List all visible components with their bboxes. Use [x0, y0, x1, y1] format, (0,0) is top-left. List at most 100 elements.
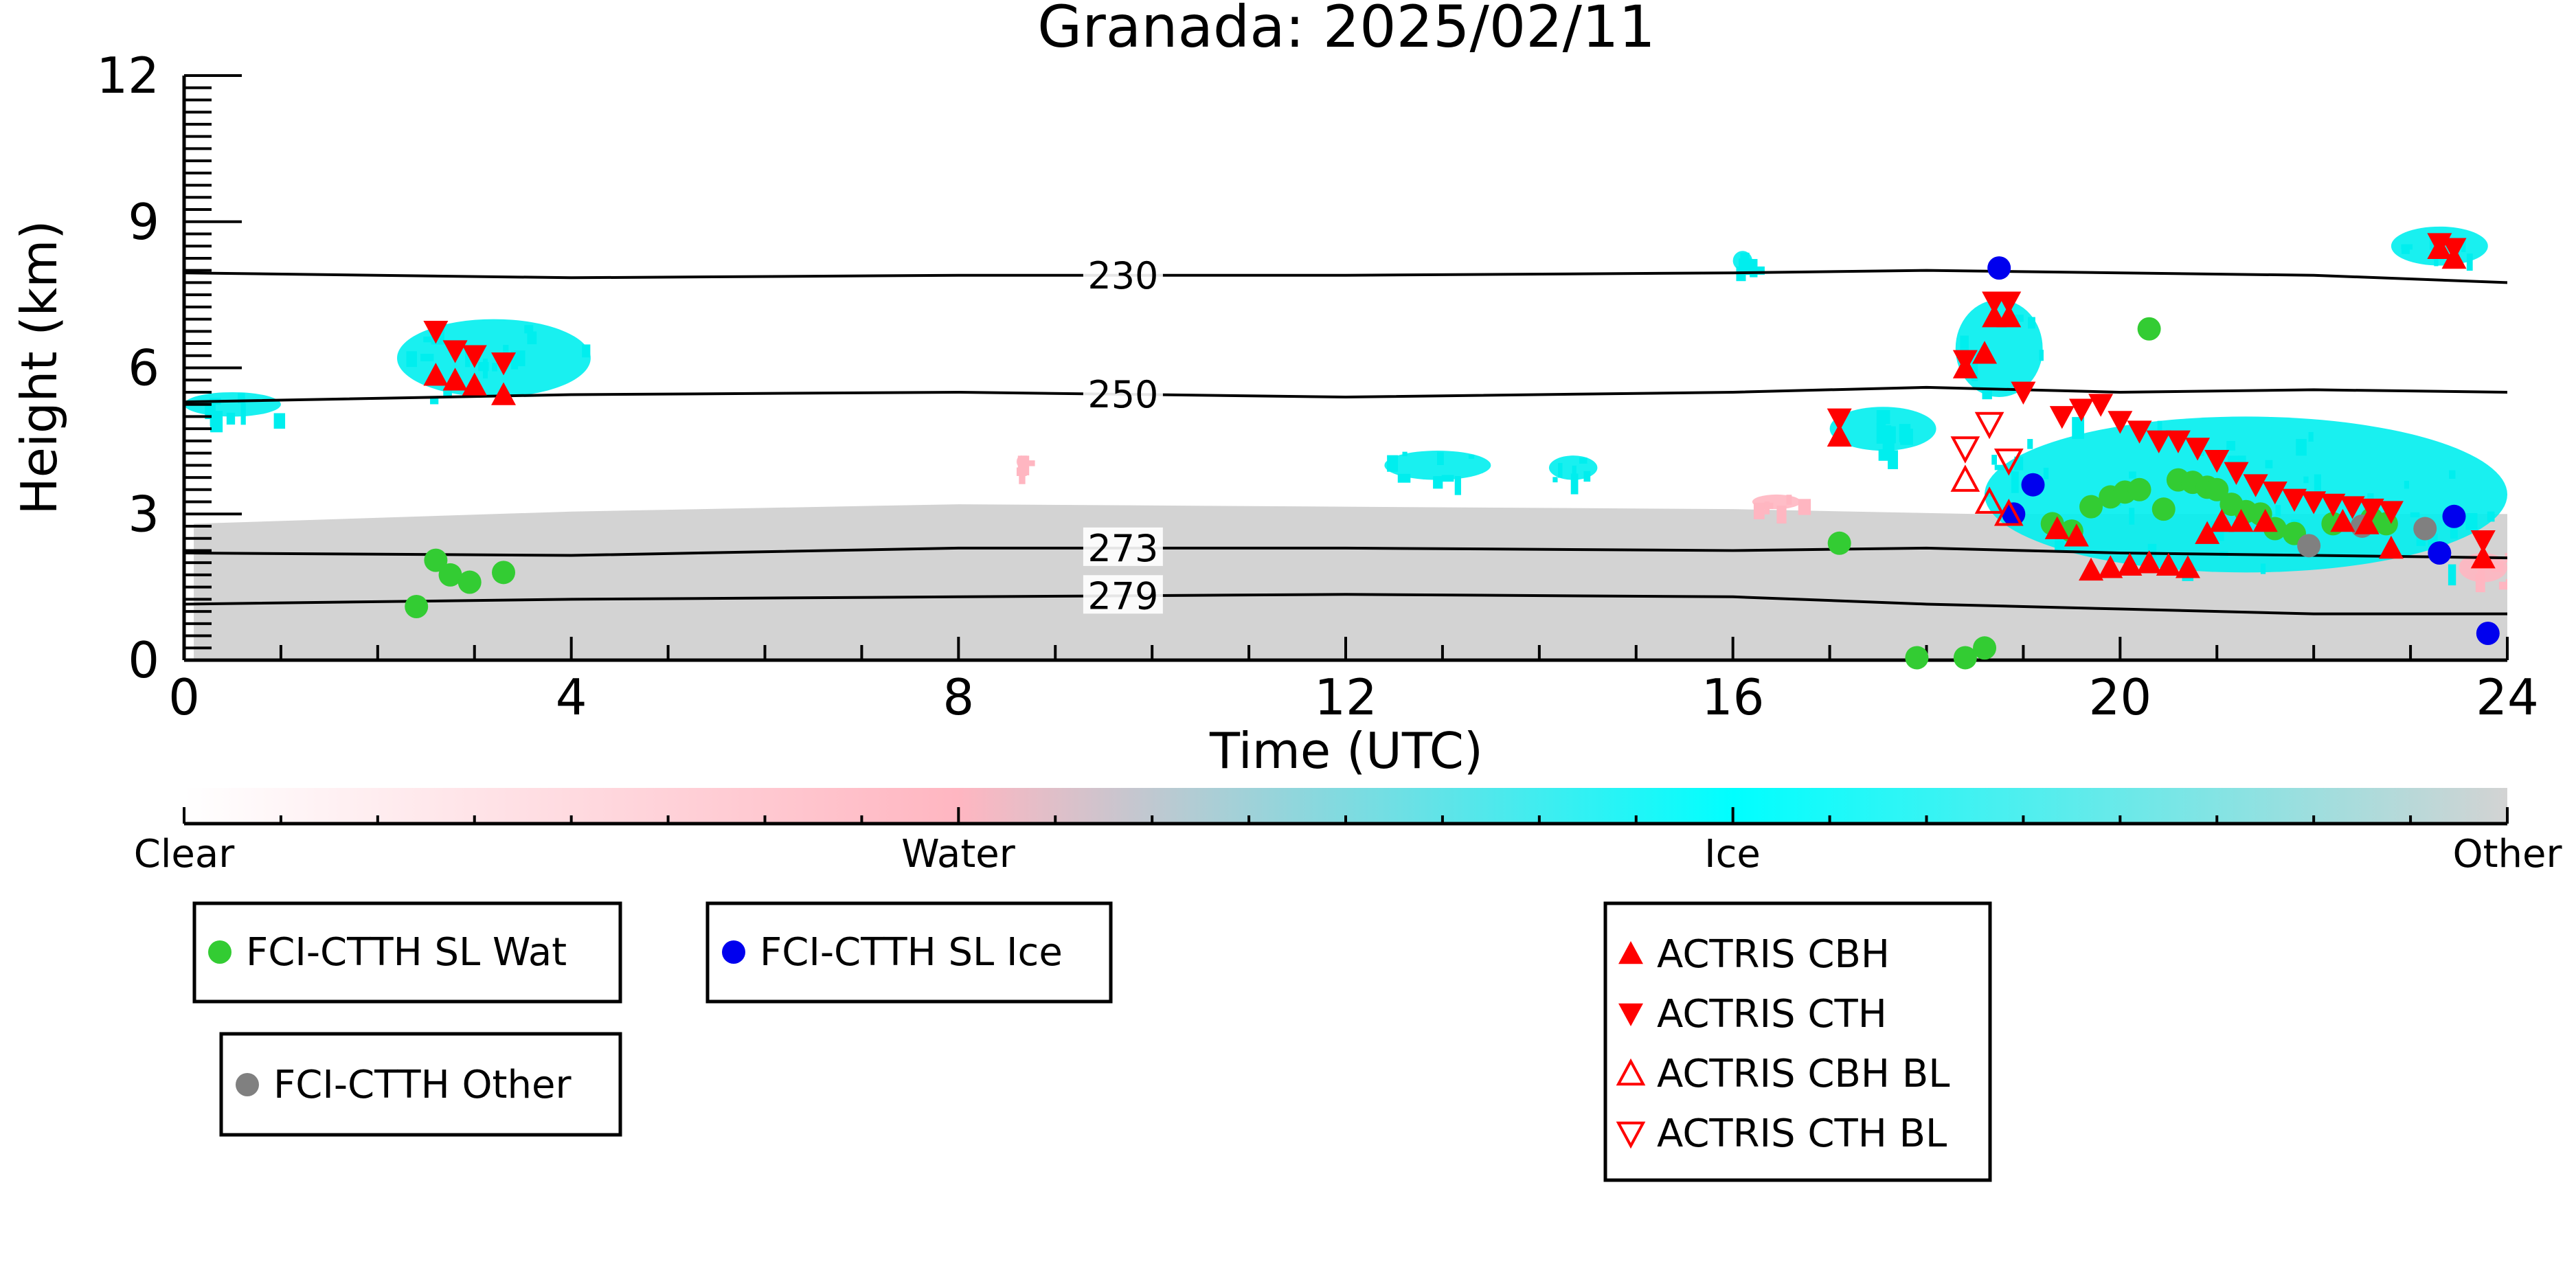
isotherm-230 — [184, 269, 2507, 284]
point-actris-cbh — [2098, 555, 2123, 578]
isotherm-label-279: 279 — [1087, 574, 1158, 618]
cloud-speckle — [423, 336, 432, 343]
isotherm-label-bg — [1083, 373, 1163, 412]
point-fci-ctth-sl-wat — [1953, 646, 1977, 670]
plot-area — [184, 226, 2507, 660]
cloud-region-ice — [1732, 251, 1765, 282]
point-fci-ctth-sl-ice — [1987, 256, 2011, 280]
point-fci-ctth-sl-wat — [1973, 636, 1997, 660]
cloud-speckle — [1991, 455, 1997, 465]
point-actris-cth — [2127, 420, 2152, 444]
x-tick-label: 0 — [168, 668, 200, 726]
cloud-speckle — [1883, 426, 1896, 444]
cloud-speckle — [2487, 511, 2495, 522]
cloud-speckle — [582, 344, 591, 358]
point-actris-cbh — [1827, 423, 1852, 447]
point-actris-cbh — [491, 382, 517, 405]
y-tick-label: 12 — [96, 47, 159, 104]
point-actris-cth — [2224, 462, 2249, 485]
cloud-speckle — [513, 350, 526, 367]
cloud-speckle — [527, 331, 537, 345]
cloud-speckle — [492, 363, 497, 372]
cloud-speckle — [210, 415, 214, 427]
point-actris-cth — [2340, 496, 2365, 519]
cloud-blob — [1384, 451, 1491, 480]
legend-actris-markers — [1616, 941, 1646, 1149]
point-actris-cbh-bl — [1950, 464, 1980, 492]
cloud-speckle — [1468, 454, 1475, 459]
cloud-speckle — [2448, 564, 2456, 586]
cloud-speckle — [2461, 238, 2466, 252]
legend-ice: FCI-CTTH SL Ice — [705, 901, 1113, 1004]
point-actris-cbh — [462, 372, 487, 396]
point-fci-ctth-sl-wat — [2205, 477, 2229, 501]
cloud-speckle — [1888, 450, 1898, 469]
point-actris-cbh-bl — [1974, 486, 2004, 514]
point-actris-cth — [2359, 498, 2384, 522]
cloud-speckle — [240, 403, 246, 425]
cloud-speckle — [1994, 464, 2005, 471]
point-actris-cth — [2301, 491, 2327, 515]
legend-cbh-label: ACTRIS CBH — [1657, 932, 1890, 977]
cloud-speckle — [1776, 506, 1787, 524]
series-fci-ctth-sl-ice — [1987, 256, 2500, 645]
point-fci-ctth-sl-wat — [2127, 477, 2151, 501]
series-actris-cbh-bl — [1950, 464, 2024, 526]
boundary-layer-background — [194, 504, 2507, 660]
point-actris-cbh — [2378, 535, 2404, 559]
cloud-speckle — [1433, 476, 1443, 489]
cloud-speckle — [1985, 492, 1993, 497]
cloud-speckle — [2039, 350, 2044, 361]
point-actris-cbh — [1996, 304, 2022, 328]
legend-other: FCI-CTTH Other — [219, 1032, 622, 1137]
cloud-speckle — [2226, 440, 2235, 451]
colorbar-label-ice: Ice — [1704, 832, 1761, 877]
cloud-speckle — [2466, 253, 2473, 271]
point-actris-cth — [2470, 530, 2496, 554]
x-tick-label: 4 — [556, 668, 587, 726]
cloud-speckle — [2401, 244, 2413, 250]
cloud-speckle — [2129, 508, 2135, 525]
cloud-region-ice — [184, 392, 286, 433]
point-actris-cth — [2108, 411, 2133, 434]
axes: 0 4 8 12 16 20 24 0 3 6 9 12 — [96, 47, 2538, 726]
point-actris-cbh — [2470, 545, 2496, 569]
legend-ice-marker — [722, 940, 745, 964]
cloud-speckle — [2129, 471, 2136, 479]
point-actris-cth — [2011, 381, 2036, 405]
cloud-speckle — [1973, 351, 1980, 356]
isotherm-label-bg — [1083, 527, 1163, 566]
point-actris-cth — [442, 340, 468, 363]
point-actris-cth — [1952, 350, 1978, 373]
series-fci-ctth-sl-wat — [405, 317, 2398, 670]
cloud-speckle — [1786, 495, 1792, 505]
cloud-speckle — [524, 325, 534, 334]
cloud-speckle — [1753, 502, 1765, 519]
cloud-speckle — [2011, 471, 2019, 493]
cloud-speckle — [2157, 420, 2162, 438]
cloud-speckle — [2296, 438, 2307, 456]
cloud-speckle — [2410, 512, 2420, 518]
point-fci-ctth-sl-wat — [405, 594, 429, 618]
series-actris-cth-bl — [1950, 411, 2024, 476]
series-actris-cth — [423, 233, 2496, 554]
y-tick-label: 3 — [128, 485, 159, 543]
cloud-speckle — [1397, 473, 1411, 483]
cloud-speckle — [2027, 439, 2033, 449]
cloud-speckle — [1751, 266, 1765, 275]
point-fci-ctth-sl-wat — [1905, 646, 1929, 670]
cloud-blob — [397, 319, 591, 398]
legend-cbh-bl-label: ACTRIS CBH BL — [1657, 1052, 1950, 1096]
point-actris-cbh — [2209, 508, 2235, 532]
cloud-speckle — [2449, 470, 2456, 479]
isotherm-label-273: 273 — [1087, 527, 1158, 570]
cloud-speckle — [2314, 474, 2322, 496]
cloud-speckle — [1876, 410, 1890, 425]
point-actris-cth — [2049, 406, 2075, 429]
point-actris-cth-bl — [1974, 411, 2004, 440]
point-actris-cth — [2204, 449, 2230, 473]
x-tick-label: 16 — [1702, 668, 1765, 726]
cloud-speckle — [1402, 451, 1408, 457]
point-actris-cth — [2165, 430, 2191, 453]
